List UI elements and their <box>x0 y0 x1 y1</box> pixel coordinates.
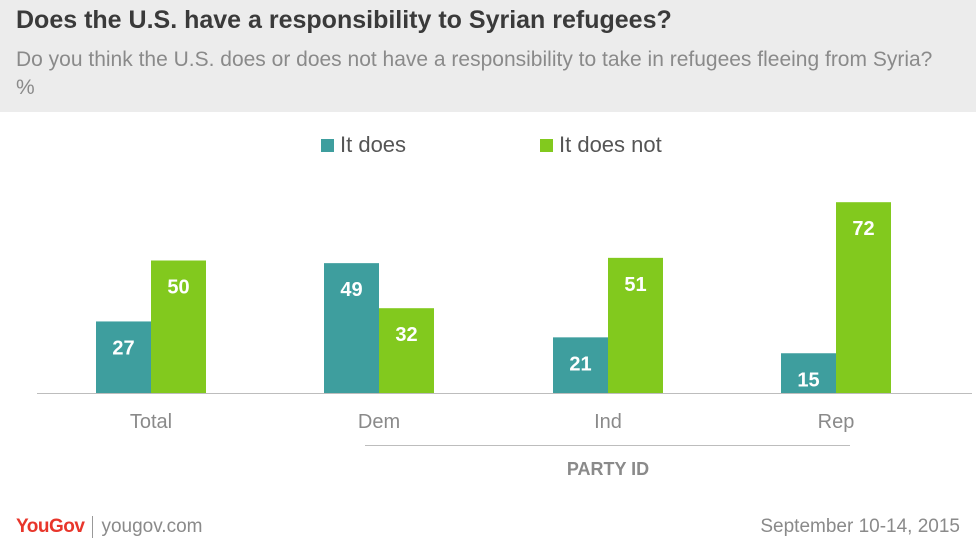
footer-divider <box>92 516 94 538</box>
bar-it-does-ind <box>553 337 608 393</box>
chart-subtitle: Do you think the U.S. does or does not h… <box>16 48 933 99</box>
legend-swatch-it-does-not <box>540 138 553 152</box>
category-label-total: Total <box>130 411 172 433</box>
bar-it-does-dem <box>324 263 379 393</box>
bar-it-does-total <box>96 321 151 393</box>
legend-item-it-does: It does <box>321 130 406 160</box>
bar-it-does-not-dem <box>379 308 434 393</box>
data-label-it-does-not-ind: 51 <box>624 274 646 296</box>
yougov-logo: YouGov <box>16 516 85 537</box>
footer-site: yougov.com <box>101 516 203 537</box>
data-label-it-does-not-dem: 32 <box>395 324 417 346</box>
footer-branding: YouGov yougov.com <box>16 514 202 540</box>
category-label-dem: Dem <box>358 411 400 433</box>
bar-it-does-rep <box>781 353 836 393</box>
data-label-it-does-total: 27 <box>112 337 134 359</box>
data-label-it-does-rep: 15 <box>797 369 819 391</box>
bar-chart: 27 50 Total 49 32 Dem 21 51 Ind 15 72 Rep PARTY ID <box>37 202 972 479</box>
category-label-rep: Rep <box>818 411 855 433</box>
header: Does the U.S. have a responsibility to S… <box>0 0 976 112</box>
bar-it-does-not-total <box>151 260 206 393</box>
legend: It does It does not <box>0 130 976 160</box>
legend-item-it-does-not: It does not <box>540 130 662 160</box>
legend-swatch-it-does <box>321 138 334 152</box>
legend-label-it-does: It does <box>340 132 407 157</box>
bar-it-does-not-ind <box>608 257 663 393</box>
data-label-it-does-ind: 21 <box>569 353 591 375</box>
footer-date: September 10-14, 2015 <box>760 516 960 537</box>
data-label-it-does-dem: 49 <box>340 279 362 301</box>
bar-it-does-not-rep <box>836 202 891 393</box>
data-label-it-does-not-rep: 72 <box>852 218 874 240</box>
chart-title: Does the U.S. have a responsibility to S… <box>16 6 672 34</box>
data-label-it-does-not-total: 50 <box>167 277 189 299</box>
category-label-ind: Ind <box>594 411 622 433</box>
legend-label-it-does-not: It does not <box>559 132 662 157</box>
party-id-group-label: PARTY ID <box>567 459 649 479</box>
